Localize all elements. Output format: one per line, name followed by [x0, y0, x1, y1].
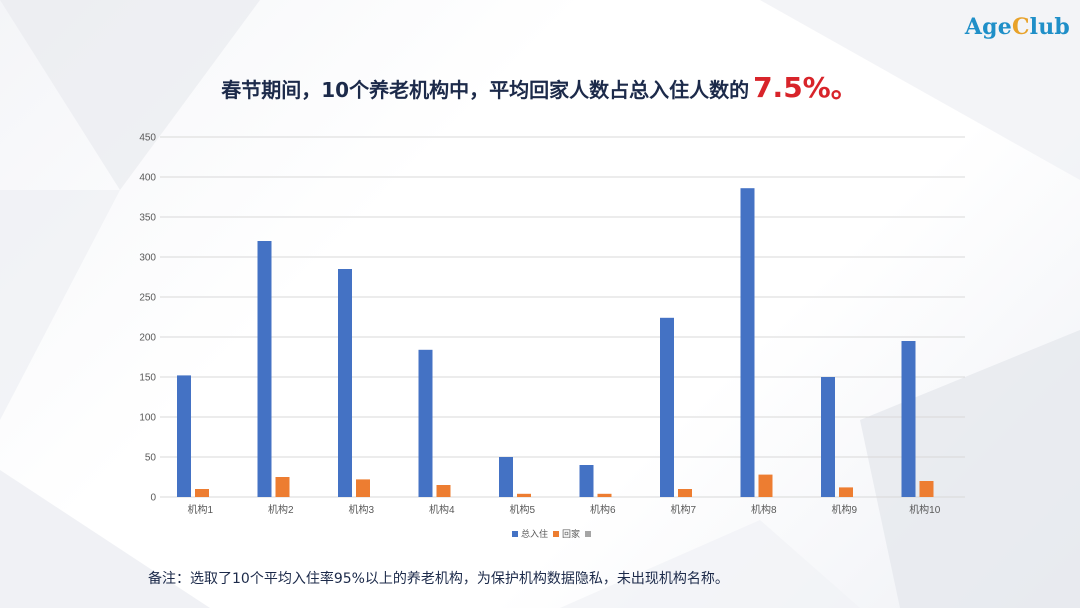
x-tick-label: 机构5 [509, 503, 535, 516]
y-tick-label: 50 [145, 453, 157, 464]
x-axis-tick-labels: 机构1 机构2 机构3 机构4 机构5 机构6 机构7 机构8 机构9 机构10 [187, 503, 940, 516]
bar-series2-8 [758, 474, 773, 497]
y-tick-label: 0 [150, 493, 156, 504]
legend: 总入住 回家 [512, 528, 591, 540]
y-tick-label: 150 [139, 373, 156, 384]
y-tick-label: 250 [139, 293, 156, 304]
ageclub-logo: AgeClub [964, 14, 1070, 40]
legend-swatch-1 [512, 531, 518, 537]
x-tick-label: 机构4 [429, 503, 455, 516]
bars [177, 188, 934, 497]
x-tick-label: 机构1 [187, 503, 213, 516]
bar-series1-10 [901, 341, 916, 497]
y-tick-label: 450 [139, 133, 156, 144]
bar-series1-7 [660, 317, 674, 497]
bar-series1-6 [579, 465, 594, 497]
x-tick-label: 机构9 [831, 503, 857, 516]
legend-swatch-3 [585, 531, 591, 537]
y-tick-label: 200 [139, 333, 156, 344]
headline-text: 春节期间，10个养老机构中，平均回家人数占总入住人数的 [221, 78, 750, 102]
x-tick-label: 机构2 [268, 503, 294, 516]
bar-series1-2 [257, 241, 272, 497]
bar-series2-6 [597, 493, 612, 497]
bar-series2-7 [678, 489, 692, 497]
bar-series2-2 [275, 477, 290, 497]
legend-label-2: 回家 [562, 528, 580, 540]
footnote: 备注：选取了10个平均入住率95%以上的养老机构，为保护机构数据隐私，未出现机构… [148, 571, 729, 587]
bar-series2-5 [517, 493, 531, 497]
legend-label-1: 总入住 [521, 528, 548, 540]
x-tick-label: 机构10 [909, 503, 941, 516]
gridlines [160, 136, 965, 498]
chart-headline: 春节期间，10个养老机构中，平均回家人数占总入住人数的 7.5%。 [0, 66, 1080, 106]
bar-series2-9 [839, 487, 853, 497]
bar-series1-9 [821, 377, 835, 497]
x-tick-label: 机构7 [670, 503, 696, 516]
bar-series2-1 [195, 489, 209, 497]
bar-series1-5 [499, 457, 513, 497]
x-tick-label: 机构3 [348, 503, 374, 516]
bar-series1-3 [338, 269, 352, 497]
y-tick-label: 100 [139, 413, 156, 424]
bar-series2-3 [356, 479, 370, 497]
bar-series1-1 [177, 375, 191, 497]
x-tick-label: 机构8 [751, 503, 777, 516]
x-tick-label: 机构6 [590, 503, 616, 516]
bar-series2-10 [919, 481, 934, 497]
bar-series2-4 [436, 485, 451, 497]
legend-swatch-2 [553, 531, 559, 537]
headline-highlight-percent: 7.5%。 [753, 71, 859, 104]
y-tick-label: 300 [139, 253, 156, 264]
bar-series1-8 [740, 188, 755, 497]
y-axis-tick-labels: 0 50 100 150 200 250 300 350 400 450 [139, 133, 156, 504]
y-tick-label: 350 [139, 213, 156, 224]
y-tick-label: 400 [139, 173, 156, 184]
bar-series1-4 [418, 349, 433, 497]
